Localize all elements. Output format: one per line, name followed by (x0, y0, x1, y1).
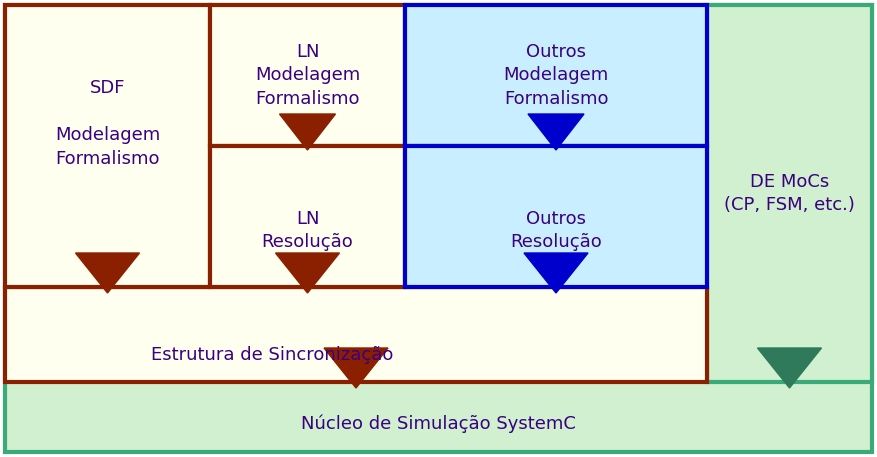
Bar (8, 382, 869, 449)
Text: SDF

Modelagem
Formalismo: SDF Modelagem Formalismo (55, 79, 160, 168)
Text: LN
Modelagem
Formalismo: LN Modelagem Formalismo (255, 43, 360, 108)
Bar (210, 5, 405, 146)
Polygon shape (524, 253, 588, 293)
Bar (707, 5, 872, 382)
Polygon shape (280, 114, 336, 150)
Text: Núcleo de Simulação SystemC: Núcleo de Simulação SystemC (301, 415, 576, 433)
Polygon shape (275, 253, 339, 293)
Text: LN
Resolução: LN Resolução (261, 210, 353, 251)
Text: Outros
Resolução: Outros Resolução (510, 210, 602, 251)
Bar (5, 287, 707, 382)
Bar (405, 146, 707, 287)
Polygon shape (528, 114, 584, 150)
Text: Outros
Modelagem
Formalismo: Outros Modelagem Formalismo (503, 43, 609, 108)
Polygon shape (324, 348, 388, 388)
Text: DE MoCs
(CP, FSM, etc.): DE MoCs (CP, FSM, etc.) (724, 173, 855, 214)
Polygon shape (75, 253, 139, 293)
Bar (210, 146, 405, 287)
Bar (5, 5, 210, 287)
Polygon shape (758, 348, 822, 388)
Bar (405, 5, 707, 146)
Text: Estrutura de Sincronização: Estrutura de Sincronização (151, 346, 393, 364)
